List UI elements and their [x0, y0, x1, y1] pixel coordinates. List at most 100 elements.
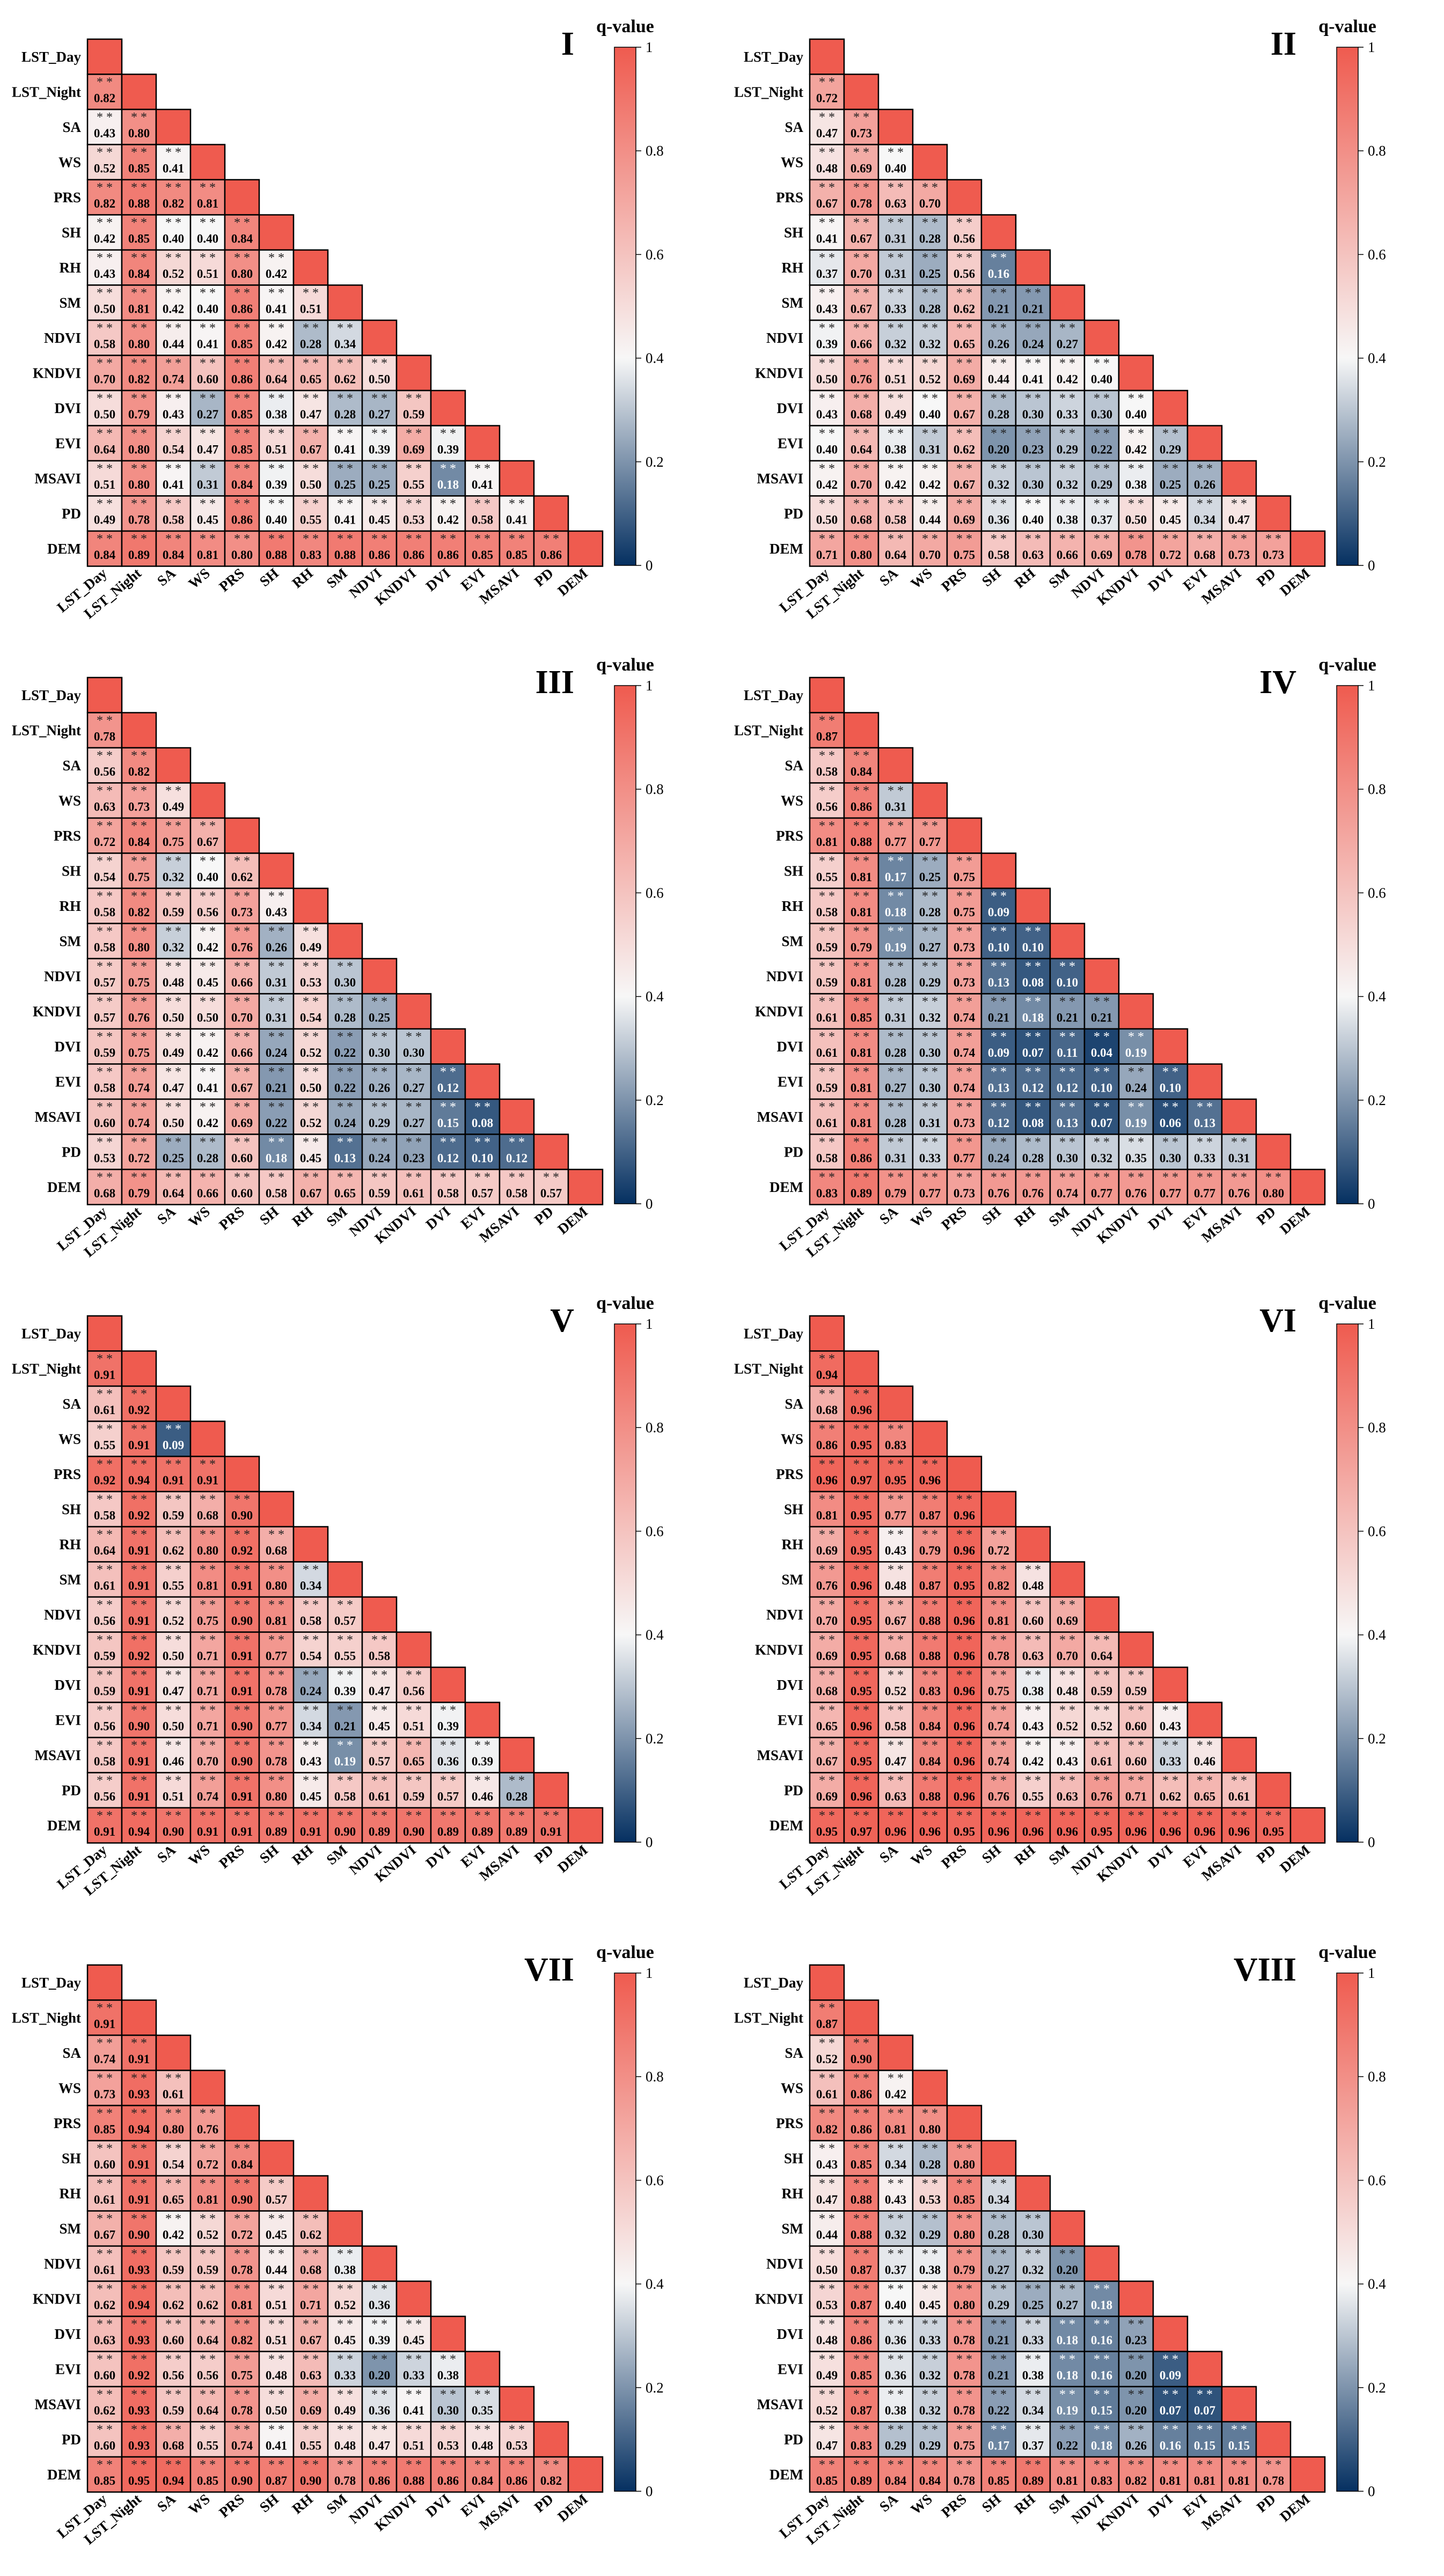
cell-value-label: 0.81 [128, 303, 150, 316]
heatmap-cell [843, 1168, 879, 1205]
cell-value-label: 0.27 [403, 1116, 424, 1130]
significance-stars: * * [303, 1668, 319, 1682]
cell-value-label: 0.28 [1022, 1152, 1044, 1165]
significance-stars: * * [268, 1774, 284, 1788]
panel-title: VIII [1234, 1952, 1296, 1988]
colorbar-label: q-value [596, 1293, 654, 1313]
cell-value-label: 0.11 [1057, 1046, 1078, 1059]
significance-stars: * * [200, 1563, 216, 1577]
cell-value-label: 0.83 [816, 1187, 838, 1200]
significance-stars: * * [819, 1352, 835, 1366]
heatmap-cell [224, 2280, 260, 2317]
significance-stars: * * [268, 995, 284, 1009]
significance-stars: * * [440, 2458, 456, 2472]
heatmap-cell [809, 460, 845, 497]
cell-value-label: 0.58 [816, 906, 838, 919]
cell-value-label: 0.85 [94, 2123, 115, 2136]
significance-stars: * * [268, 321, 284, 335]
cell-value-label: 0.51 [266, 2334, 287, 2347]
significance-stars: * * [956, 1668, 972, 1682]
significance-stars: * * [888, 286, 904, 300]
significance-stars: * * [956, 1633, 972, 1647]
column-label: MSAVI [476, 1203, 522, 1246]
heatmap-cell [980, 1168, 1017, 1205]
significance-stars: * * [1162, 1136, 1178, 1150]
significance-stars: * * [303, 2247, 319, 2261]
significance-stars: * * [234, 1704, 250, 1718]
cell-value-label: 0.16 [1160, 2439, 1181, 2453]
significance-stars: * * [131, 1704, 147, 1718]
column-label: RH [289, 1203, 316, 1230]
cell-value-label: 0.78 [988, 1650, 1009, 1663]
significance-stars: * * [97, 1136, 113, 1150]
cell-value-label: 0.40 [1022, 513, 1044, 527]
cell-value-label: 0.54 [163, 2158, 185, 2172]
heatmap-cell [189, 179, 226, 216]
significance-stars: * * [922, 2212, 938, 2226]
row-label: LST_Night [734, 722, 803, 738]
heatmap-diagonal-cell [121, 712, 157, 749]
heatmap-cell [1049, 1098, 1086, 1135]
heatmap-cell [946, 495, 983, 532]
heatmap-cell [86, 2140, 123, 2177]
significance-stars: * * [888, 960, 904, 974]
heatmap-diagonal-cell [1118, 1631, 1154, 1668]
heatmap-cell [189, 1736, 226, 1773]
heatmap-cell [395, 1702, 432, 1739]
significance-stars: * * [922, 427, 938, 441]
significance-stars: * * [853, 1136, 869, 1150]
column-label: RH [1011, 1203, 1038, 1230]
heatmap-cell [86, 1063, 123, 1100]
heatmap-diagonal-cell [292, 249, 329, 286]
cell-value-label: 0.90 [231, 1509, 253, 1522]
significance-stars: * * [131, 1423, 147, 1437]
significance-stars: * * [200, 1809, 216, 1823]
significance-stars: * * [131, 357, 147, 371]
heatmap-cell [843, 179, 879, 216]
cell-value-label: 0.95 [851, 1755, 872, 1768]
heatmap-cell [946, 1168, 983, 1205]
significance-stars: * * [1059, 357, 1075, 371]
cell-value-label: 0.16 [988, 267, 1009, 281]
significance-stars: * * [888, 784, 904, 798]
significance-stars: * * [131, 497, 147, 511]
heatmap-cell [877, 993, 914, 1030]
significance-stars: * * [853, 1458, 869, 1471]
significance-stars: * * [991, 995, 1007, 1009]
cell-value-label: 0.13 [988, 1081, 1009, 1095]
column-label: DVI [423, 565, 453, 594]
cell-value-label: 0.45 [1160, 513, 1181, 527]
significance-stars: * * [922, 1065, 938, 1079]
cell-value-label: 0.28 [919, 906, 941, 919]
significance-stars: * * [888, 216, 904, 230]
heatmap-cell [1186, 2386, 1223, 2423]
cell-value-label: 0.15 [1194, 2439, 1215, 2453]
heatmap-cell [155, 1526, 192, 1563]
significance-stars: * * [200, 889, 216, 903]
significance-stars: * * [371, 462, 387, 476]
significance-stars: * * [956, 2423, 972, 2437]
significance-stars: * * [1094, 1668, 1110, 1682]
heatmap-cell [1118, 1772, 1154, 1809]
significance-stars: * * [406, 1100, 422, 1114]
significance-stars: * * [1094, 532, 1110, 546]
heatmap-cell [224, 530, 260, 567]
cell-value-label: 0.44 [988, 373, 1010, 386]
significance-stars: * * [819, 357, 835, 371]
heatmap-cell [395, 1772, 432, 1809]
significance-stars: * * [888, 819, 904, 833]
heatmap-cell [121, 1631, 157, 1668]
significance-stars: * * [956, 2142, 972, 2156]
row-label: SM [782, 2220, 804, 2236]
column-label: WS [185, 1842, 212, 1868]
cell-value-label: 0.88 [851, 2193, 872, 2206]
cell-value-label: 0.96 [988, 1825, 1009, 1838]
heatmap-cell [292, 1736, 329, 1773]
significance-stars: * * [165, 1774, 181, 1788]
cell-value-label: 0.78 [954, 2474, 975, 2487]
cell-value-label: 0.91 [128, 1684, 150, 1698]
cell-value-label: 0.42 [197, 1046, 218, 1059]
colorbar-tick-label: 0.2 [1368, 1092, 1386, 1108]
heatmap-cell [327, 2245, 363, 2282]
cell-value-label: 0.93 [128, 2404, 150, 2417]
